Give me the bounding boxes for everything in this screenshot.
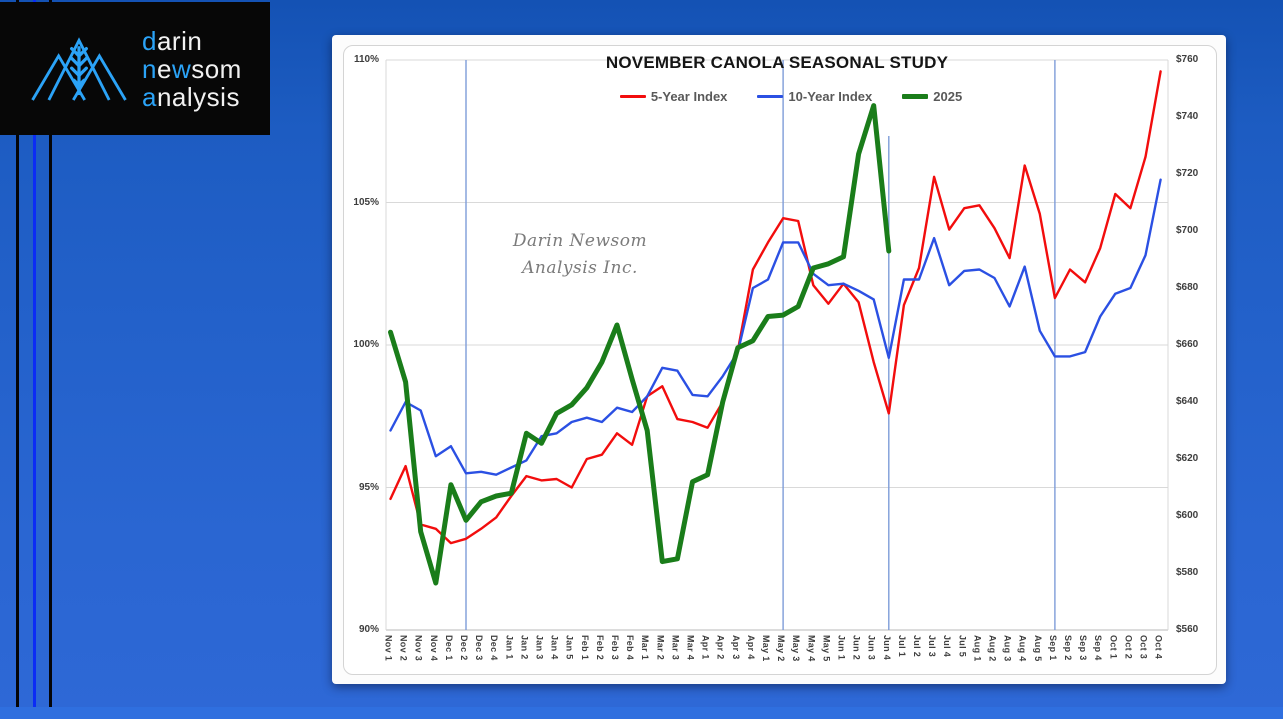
x-axis-tick-aug-2: Aug 2: [987, 635, 998, 662]
x-axis-tick-dec-2: Dec 2: [459, 635, 469, 661]
logo-text-line: darin: [142, 25, 203, 56]
x-axis-tick-sep-2: Sep 2: [1063, 635, 1073, 661]
legend: 5-Year Index 10-Year Index 2025: [400, 89, 1182, 104]
x-axis-tick-aug-3: Aug 3: [1002, 635, 1013, 662]
right-axis-tick-usd-660: $660: [1176, 339, 1199, 350]
x-axis-tick-nov-1: Nov 1: [383, 635, 394, 662]
x-axis-tick-jun-3: Jun 3: [866, 635, 877, 661]
legend-item-2025: 2025: [902, 89, 962, 104]
right-axis-tick-usd-620: $620: [1176, 453, 1199, 464]
x-axis-tick-jan-1: Jan 1: [504, 635, 515, 660]
x-axis-tick-jul-3: Jul 3: [927, 635, 938, 658]
x-axis-tick-mar-4: Mar 4: [685, 635, 696, 661]
legend-swatch-icon: [619, 95, 646, 98]
wallpaper-bottom-band: [0, 707, 1283, 719]
legend-label: 2025: [933, 89, 963, 104]
x-axis-tick-oct-3: Oct 3: [1138, 635, 1149, 660]
x-axis-tick-nov-2: Nov 2: [398, 635, 409, 662]
right-axis-tick-usd-740: $740: [1176, 111, 1199, 122]
x-axis-tick-apr-3: Apr 3: [730, 635, 741, 660]
right-axis-tick-usd-580: $580: [1176, 567, 1199, 578]
x-axis-tick-feb-3: Feb 3: [610, 635, 620, 661]
left-black-stripe-1: [16, 0, 19, 719]
right-axis-tick-usd-640: $640: [1176, 396, 1199, 407]
left-axis-tick-90%: 90%: [358, 624, 379, 635]
legend-label: 10-Year Index: [788, 89, 873, 104]
x-axis-tick-sep-3: Sep 3: [1078, 635, 1089, 661]
right-axis-tick-usd-600: $600: [1176, 510, 1199, 521]
legend-item-5-year-index: 5-Year Index: [619, 89, 728, 104]
x-axis-tick-aug-1: Aug 1: [972, 635, 983, 662]
right-axis-tick-usd-720: $720: [1176, 168, 1199, 179]
x-axis-tick-feb-4: Feb 4: [625, 635, 636, 661]
logo-text: darin newsom analysis: [142, 27, 242, 111]
right-axis-tick-usd-560: $560: [1176, 624, 1199, 635]
logo-text-line: newsom: [142, 53, 242, 84]
x-axis-tick-apr-1: Apr 1: [700, 635, 711, 660]
right-axis-tick-usd-760: $760: [1176, 54, 1199, 65]
legend-swatch-icon: [757, 95, 784, 98]
x-axis-tick-mar-1: Mar 1: [640, 635, 651, 661]
x-axis-tick-may-4: May 4: [806, 635, 817, 662]
x-axis-tick-sep-4: Sep 4: [1093, 635, 1104, 661]
legend-swatch-icon: [902, 94, 929, 99]
left-axis-tick-100%: 100%: [353, 339, 379, 350]
x-axis-tick-jan-4: Jan 4: [549, 635, 560, 660]
left-axis-tick-110%: 110%: [353, 54, 379, 65]
x-axis-tick-may-2: May 2: [776, 635, 787, 662]
legend-label: 5-Year Index: [650, 89, 728, 104]
right-axis-tick-usd-680: $680: [1176, 282, 1199, 293]
chart-title: NOVEMBER CANOLA SEASONAL STUDY: [605, 53, 949, 72]
watermark-line-1: Darin Newsom: [512, 231, 648, 251]
x-axis-tick-jul-5: Jul 5: [957, 635, 968, 658]
chart-frame: [343, 45, 1217, 675]
x-axis-tick-apr-4: Apr 4: [745, 635, 756, 660]
right-axis-tick-usd-700: $700: [1176, 225, 1199, 236]
x-axis-tick-jan-3: Jan 3: [534, 635, 545, 660]
left-axis-tick-105%: 105%: [353, 196, 379, 208]
x-axis-tick-dec-1: Dec 1: [443, 635, 454, 661]
x-axis-tick-sep-1: Sep 1: [1047, 635, 1058, 661]
x-axis-tick-jul-1: Jul 1: [896, 635, 907, 658]
x-axis-tick-aug-5: Aug 5: [1032, 635, 1043, 662]
x-axis-tick-aug-4: Aug 4: [1017, 635, 1028, 662]
x-axis-tick-may-5: May 5: [821, 635, 832, 662]
x-axis-tick-dec-3: Dec 3: [474, 635, 485, 661]
x-axis-tick-apr-2: Apr 2: [715, 635, 726, 660]
x-axis-tick-may-3: May 3: [791, 635, 802, 662]
x-axis-tick-nov-4: Nov 4: [428, 635, 439, 662]
mountains-wheat-icon: [31, 36, 127, 101]
x-axis-tick-feb-1: Feb 1: [579, 635, 590, 661]
x-axis-tick-jul-4: Jul 4: [942, 635, 953, 658]
watermark-line-2: Analysis Inc.: [522, 258, 638, 278]
x-axis-tick-mar-2: Mar 2: [655, 635, 666, 661]
x-axis-tick-jan-5: Jan 5: [564, 635, 575, 660]
x-axis-tick-jun-4: Jun 4: [881, 635, 892, 661]
x-axis-tick-oct-2: Oct 2: [1123, 635, 1134, 660]
watermark: Darin Newsom Analysis Inc.: [488, 228, 672, 282]
left-black-stripe-2: [49, 0, 52, 719]
x-axis-tick-mar-3: Mar 3: [670, 635, 681, 661]
x-axis-tick-nov-3: Nov 3: [413, 635, 424, 662]
x-axis-tick-jan-2: Jan 2: [519, 635, 530, 660]
x-axis-tick-jul-2: Jul 2: [912, 635, 922, 658]
x-axis-tick-oct-1: Oct 1: [1108, 635, 1119, 660]
legend-item-10-year-index: 10-Year Index: [757, 89, 872, 104]
x-axis-tick-jun-1: Jun 1: [836, 635, 847, 661]
x-axis-tick-dec-4: Dec 4: [489, 635, 500, 661]
left-axis-tick-95%: 95%: [358, 481, 379, 493]
x-axis-tick-oct-4: Oct 4: [1153, 635, 1164, 660]
left-bright-blue-stripe: [33, 0, 36, 719]
x-axis-tick-jun-2: Jun 2: [851, 635, 862, 661]
x-axis-tick-feb-2: Feb 2: [594, 635, 605, 661]
x-axis-tick-may-1: May 1: [761, 635, 771, 662]
dna-logo: darin newsom analysis: [0, 2, 270, 135]
logo-text-line: analysis: [142, 81, 240, 112]
